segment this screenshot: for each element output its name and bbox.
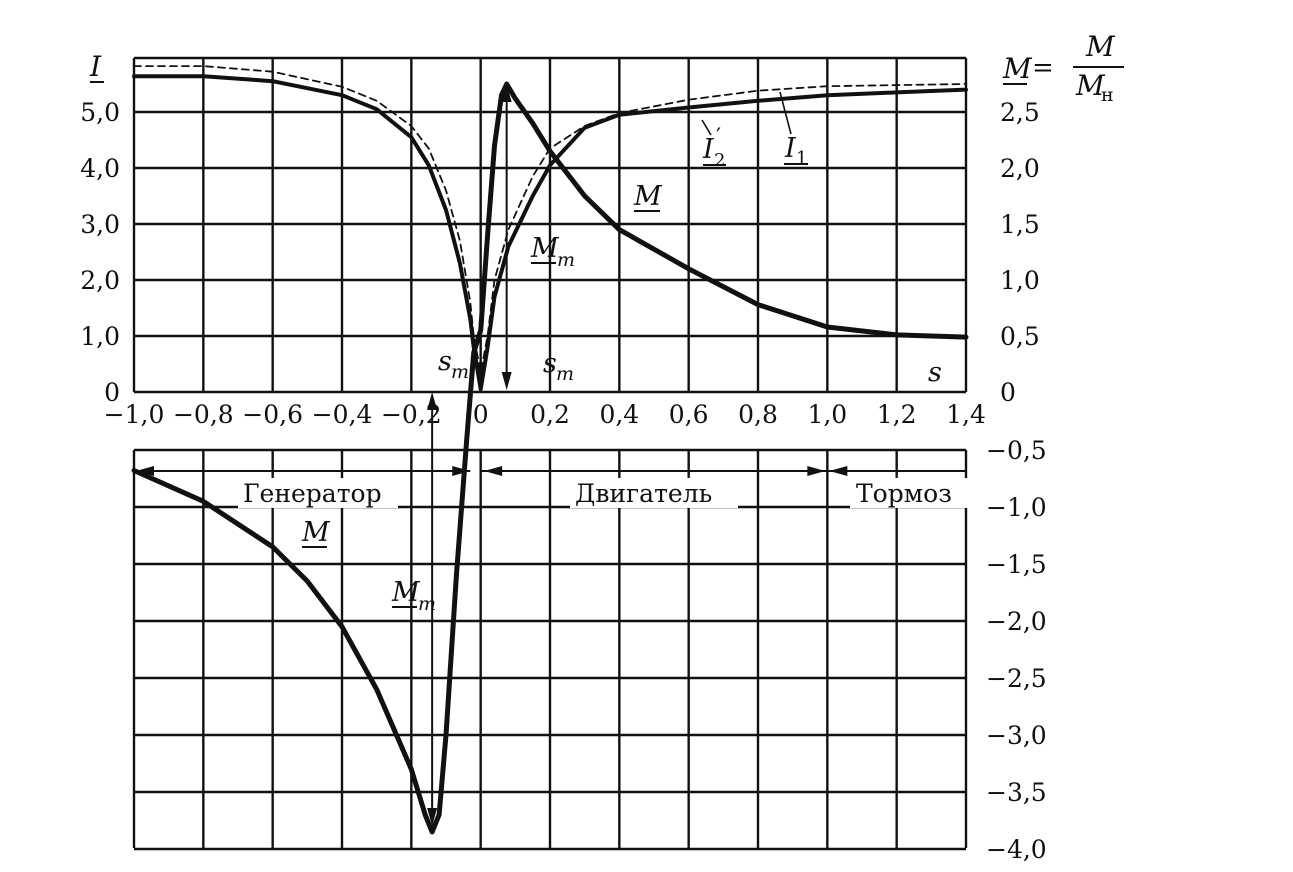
series-line-M-2 (131, 81, 969, 835)
x-tick-label-4: −0,2 (381, 400, 442, 429)
svg-text:m: m (557, 249, 575, 271)
brake-range-arrow-left (829, 466, 848, 476)
right-tick-label-upper-2: 1,0 (1000, 266, 1040, 295)
right-tick-label-lower-6: −3,5 (986, 778, 1047, 807)
right-tick-label-lower-3: −2,0 (986, 607, 1047, 636)
x-tick-label-9: 0,8 (738, 400, 778, 429)
right-axis-label-lhs: M (1002, 52, 1033, 85)
operating-regions: Генератор Двигатель Тормоз (238, 478, 968, 508)
mm-lower-arrow-head-bottom (427, 808, 438, 826)
slip-label-left: s m (438, 346, 469, 383)
svg-text:m: m (451, 361, 469, 383)
right-tick-label-lower-4: −2,5 (986, 664, 1047, 693)
x-axis-symbol: s (928, 357, 942, 388)
x-tick-label-5: 0 (473, 400, 489, 429)
svg-text:m: m (418, 593, 436, 615)
left-tick-label-3: 3,0 (80, 210, 120, 239)
x-tick-label-7: 0,4 (599, 400, 639, 429)
left-tick-label-5: 5,0 (80, 98, 120, 127)
x-tick-label-3: −0,4 (312, 400, 373, 429)
x-tick-label-8: 0,6 (669, 400, 709, 429)
curve-label-mm-upper: M m (530, 233, 575, 271)
x-tick-label-6: 0,2 (530, 400, 570, 429)
svg-text:s: s (543, 348, 557, 379)
svg-text:′: ′ (716, 125, 721, 150)
right-axis-label-eq: = (1032, 53, 1054, 83)
curve-label-mm-lower: M m (391, 577, 436, 615)
x-tick-label-12: 1,4 (946, 400, 986, 429)
right-tick-label-lower-5: −3,0 (986, 721, 1047, 750)
region-brake: Тормоз (856, 479, 952, 508)
right-tick-label-upper-5: 2,5 (1000, 98, 1040, 127)
curve-label-i1: I 1 (779, 91, 808, 169)
generator-range-arrow-left (136, 466, 154, 476)
left-tick-label-4: 4,0 (80, 154, 120, 183)
right-tick-label-upper-3: 1,5 (1000, 210, 1040, 239)
right-tick-label-lower-2: −1,5 (986, 550, 1047, 579)
svg-text:2: 2 (714, 150, 725, 171)
right-tick-label-lower-1: −1,0 (986, 493, 1047, 522)
x-tick-label-1: −0,8 (173, 400, 234, 429)
x-tick-labels: −1,0 −0,8 −0,6 −0,4 −0,2 0 0,2 0,4 0,6 0,8 1,0 1,2 1… (104, 400, 986, 429)
curve-label-m-upper: M (633, 181, 663, 212)
svg-text:I: I (702, 134, 715, 165)
mm-upper-arrow-head-bottom (501, 372, 512, 390)
right-tick-label-upper-4: 2,0 (1000, 154, 1040, 183)
series-line-I2-1 (132, 74, 968, 392)
left-tick-label-1: 1,0 (80, 322, 120, 351)
markers (134, 84, 966, 826)
curves (131, 65, 969, 835)
slip-label-right: s m (543, 348, 574, 385)
right-axis-label-den-sub: н (1101, 84, 1114, 106)
right-axis-label-den: M (1075, 69, 1106, 102)
svg-text:M: M (301, 517, 331, 548)
series-line-I1-0 (133, 65, 967, 374)
left-tick-labels: 0 1,0 2,0 3,0 4,0 5,0 (80, 98, 120, 407)
right-tick-label-lower-7: −4,0 (986, 835, 1047, 864)
motor-range-arrow-right (807, 466, 826, 476)
lower-grid (132, 448, 968, 851)
svg-text:m: m (556, 363, 574, 385)
svg-text:I: I (784, 133, 797, 164)
mm-upper-arrow-head-top (501, 84, 512, 102)
left-tick-label-0: 0 (104, 378, 120, 407)
svg-text:s: s (438, 346, 452, 377)
svg-text:M: M (633, 181, 663, 212)
curve-label-i2: I 2 ′ (701, 119, 726, 171)
curve-label-m-lower: M (301, 517, 331, 548)
x-tick-label-2: −0,6 (242, 400, 303, 429)
motor-range-arrow-left (484, 466, 503, 476)
region-motor: Двигатель (575, 479, 712, 508)
x-tick-label-10: 1,0 (807, 400, 847, 429)
right-axis-label-num: M (1085, 30, 1116, 63)
left-axis-symbol: I (89, 50, 102, 83)
upper-grid (132, 56, 968, 394)
right-tick-label-lower-0: −0,5 (986, 436, 1047, 465)
region-generator: Генератор (243, 479, 382, 508)
x-tick-label-11: 1,2 (877, 400, 917, 429)
left-tick-label-2: 2,0 (80, 266, 120, 295)
x-tick-label-0: −1,0 (104, 400, 165, 429)
right-tick-label-upper-1: 0,5 (1000, 322, 1040, 351)
mm-lower-arrow-head-top (427, 392, 438, 410)
svg-text:1: 1 (796, 148, 807, 169)
svg-text:M: M (530, 233, 560, 264)
svg-text:M: M (391, 577, 421, 608)
right-tick-label-upper-0: 0 (1000, 378, 1016, 407)
generator-range-arrow-right (452, 466, 471, 476)
right-tick-labels: 0 0,5 1,0 1,5 2,0 2,5 −0,5 −1,0 −1,5 −2,0 −2,5 −3,0… (986, 98, 1047, 864)
